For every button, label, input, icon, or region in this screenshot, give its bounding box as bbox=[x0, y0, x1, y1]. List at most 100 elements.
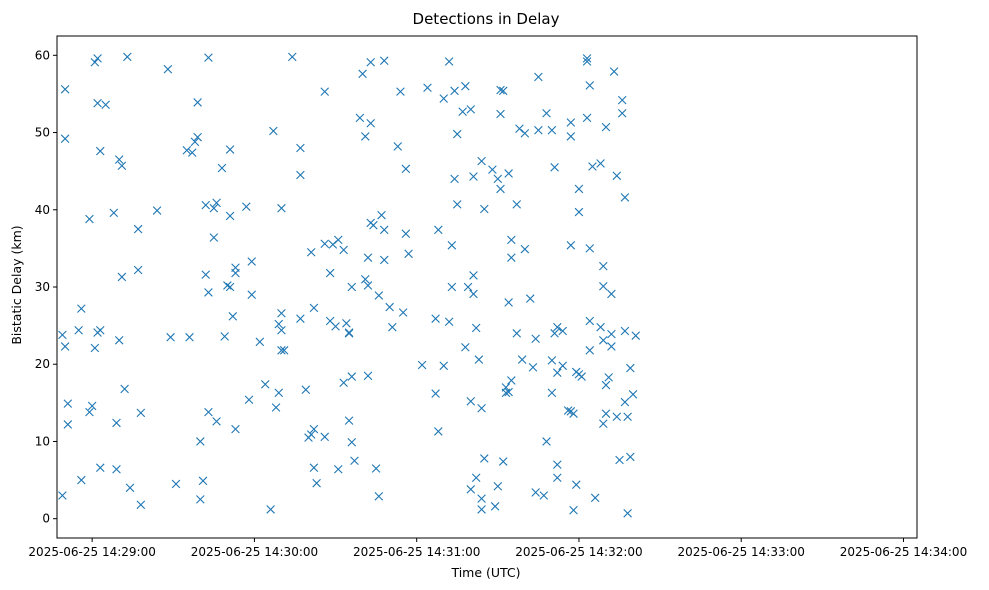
data-point-marker bbox=[193, 132, 202, 142]
data-point-marker bbox=[231, 424, 240, 434]
data-point-marker bbox=[612, 171, 622, 181]
data-point-marker bbox=[277, 308, 286, 318]
data-point-marker bbox=[125, 483, 135, 493]
data-point-marker bbox=[274, 319, 284, 329]
data-point-marker bbox=[531, 334, 540, 344]
data-point-marker bbox=[512, 200, 522, 209]
data-point-marker bbox=[542, 108, 551, 118]
data-point-marker bbox=[95, 463, 105, 473]
data-point-marker bbox=[604, 373, 613, 382]
data-point-marker bbox=[361, 274, 370, 284]
data-point-marker bbox=[204, 53, 213, 62]
data-point-marker bbox=[431, 314, 440, 323]
data-point-marker bbox=[577, 372, 586, 381]
data-point-marker bbox=[363, 281, 373, 290]
data-point-marker bbox=[112, 464, 121, 474]
data-point-marker bbox=[525, 294, 535, 303]
data-point-marker bbox=[212, 198, 221, 208]
data-point-marker bbox=[469, 289, 478, 299]
data-point-marker bbox=[550, 329, 559, 338]
data-point-marker bbox=[463, 282, 473, 292]
data-point-marker bbox=[347, 437, 357, 447]
data-point-marker bbox=[201, 200, 211, 210]
data-point-marker bbox=[504, 298, 513, 307]
data-point-marker bbox=[566, 118, 576, 127]
data-point-marker bbox=[269, 126, 278, 136]
data-point-marker bbox=[114, 155, 124, 164]
data-point-marker bbox=[512, 329, 522, 338]
data-point-marker bbox=[623, 508, 632, 518]
data-point-marker bbox=[558, 361, 568, 371]
data-point-marker bbox=[466, 105, 476, 114]
data-point-marker bbox=[60, 342, 70, 351]
data-point-marker bbox=[547, 356, 557, 365]
data-point-marker bbox=[114, 336, 124, 345]
data-point-marker bbox=[531, 488, 540, 497]
data-point-marker bbox=[582, 54, 592, 63]
data-point-marker bbox=[444, 57, 454, 66]
plot-frame bbox=[56, 35, 918, 539]
data-point-marker bbox=[612, 412, 622, 422]
data-point-marker bbox=[344, 416, 354, 425]
data-point-marker bbox=[60, 85, 70, 94]
data-point-marker bbox=[498, 86, 508, 96]
plot-area bbox=[57, 36, 917, 538]
x-tick-label: 2025-06-25 14:29:00 bbox=[28, 545, 155, 559]
y-axis-label: Bistatic Delay (km) bbox=[9, 225, 24, 344]
data-point-marker bbox=[471, 323, 481, 333]
data-point-marker bbox=[596, 159, 605, 168]
data-point-marker bbox=[601, 122, 611, 132]
data-point-marker bbox=[193, 98, 202, 107]
data-point-marker bbox=[198, 476, 208, 486]
data-point-marker bbox=[599, 281, 608, 291]
data-point-marker bbox=[542, 437, 551, 446]
data-point-marker bbox=[312, 478, 321, 488]
data-point-marker bbox=[571, 480, 581, 489]
data-point-marker bbox=[228, 312, 238, 321]
data-point-marker bbox=[171, 479, 181, 489]
data-point-marker bbox=[93, 98, 102, 108]
data-point-marker bbox=[423, 83, 432, 93]
data-point-marker bbox=[623, 412, 632, 422]
data-point-marker bbox=[320, 432, 330, 442]
data-point-marker bbox=[333, 235, 343, 245]
data-point-marker bbox=[498, 457, 508, 466]
data-point-marker bbox=[452, 200, 462, 209]
x-tick-label: 2025-06-25 14:34:00 bbox=[840, 545, 967, 559]
data-point-marker bbox=[574, 207, 584, 217]
data-point-marker bbox=[607, 289, 616, 299]
data-point-marker bbox=[461, 342, 470, 352]
data-point-marker bbox=[480, 204, 489, 214]
data-point-marker bbox=[607, 342, 616, 351]
data-point-marker bbox=[350, 456, 359, 466]
data-point-marker bbox=[220, 332, 229, 341]
data-point-marker bbox=[517, 355, 527, 364]
x-tick-label: 2025-06-25 14:30:00 bbox=[191, 545, 318, 559]
data-point-marker bbox=[182, 146, 192, 155]
data-point-marker bbox=[504, 169, 513, 178]
x-tick-label: 2025-06-25 14:32:00 bbox=[515, 545, 642, 559]
data-point-marker bbox=[504, 387, 513, 397]
data-point-marker bbox=[582, 57, 592, 66]
data-point-marker bbox=[209, 233, 219, 242]
data-point-marker bbox=[488, 165, 497, 174]
data-point-marker bbox=[599, 261, 608, 271]
x-tick-label: 2025-06-25 14:31:00 bbox=[353, 545, 480, 559]
data-point-marker bbox=[374, 492, 384, 501]
data-point-marker bbox=[74, 325, 83, 335]
data-point-marker bbox=[363, 253, 373, 262]
x-axis: 2025-06-25 14:29:00 2025-06-25 14:30:00 20… bbox=[28, 538, 967, 559]
data-point-marker bbox=[520, 244, 530, 254]
data-point-marker bbox=[447, 282, 457, 292]
data-point-marker bbox=[93, 54, 102, 63]
data-point-marker bbox=[609, 67, 619, 76]
data-point-marker bbox=[112, 418, 121, 428]
data-point-marker bbox=[596, 322, 605, 332]
data-point-marker bbox=[601, 409, 611, 418]
data-point-marker bbox=[87, 401, 97, 411]
data-point-marker bbox=[331, 322, 340, 331]
data-point-marker bbox=[385, 302, 394, 312]
data-point-marker bbox=[325, 268, 335, 278]
data-point-marker bbox=[296, 143, 305, 153]
data-point-marker bbox=[493, 174, 503, 184]
